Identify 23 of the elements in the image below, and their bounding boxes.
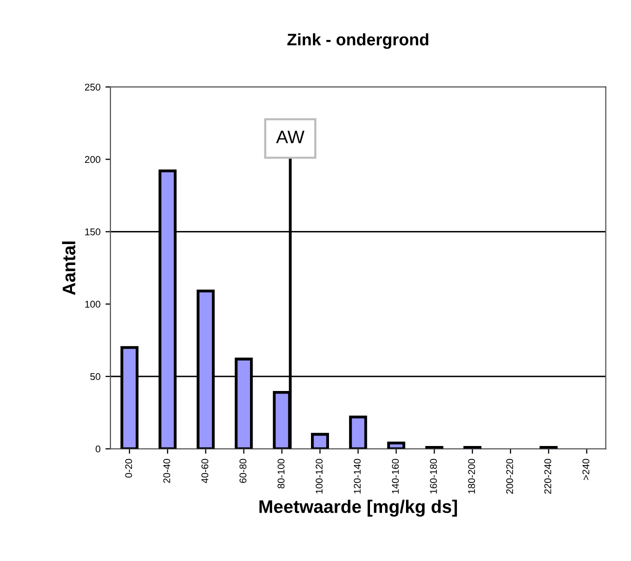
x-tick-label: 180-200 — [468, 458, 476, 494]
x-tick-label: 200-220 — [506, 458, 514, 494]
y-tick-label: 0 — [96, 446, 100, 452]
x-axis-title: Meetwaarde [mg/kg ds] — [259, 500, 457, 517]
x-tick-label: 120-140 — [354, 458, 361, 494]
x-tick-label: >240 — [582, 458, 590, 480]
x-tick-label: 80-100 — [278, 458, 284, 488]
x-tick-label: 160-180 — [430, 458, 437, 494]
y-tick-label: 250 — [84, 84, 100, 91]
y-tick-label: 100 — [85, 300, 100, 308]
x-tick-label: 100-120 — [316, 458, 323, 494]
x-tick-label: 40-60 — [201, 458, 208, 484]
x-tick-label: 60-80 — [240, 458, 246, 483]
x-tick-label: 140-160 — [392, 458, 399, 494]
y-axis-title: Aantal — [62, 242, 76, 296]
ref-line-label: AW — [276, 130, 304, 144]
x-tick-label: 20-40 — [163, 458, 170, 483]
y-tick-label: 50 — [90, 373, 100, 380]
y-tick-label: 200 — [84, 156, 100, 163]
x-tick-label: 220-240 — [544, 458, 552, 494]
y-tick-label: 150 — [85, 228, 100, 236]
chart-title: Zink - ondergrond — [287, 33, 428, 49]
x-tick-label: 0-20 — [125, 458, 132, 478]
